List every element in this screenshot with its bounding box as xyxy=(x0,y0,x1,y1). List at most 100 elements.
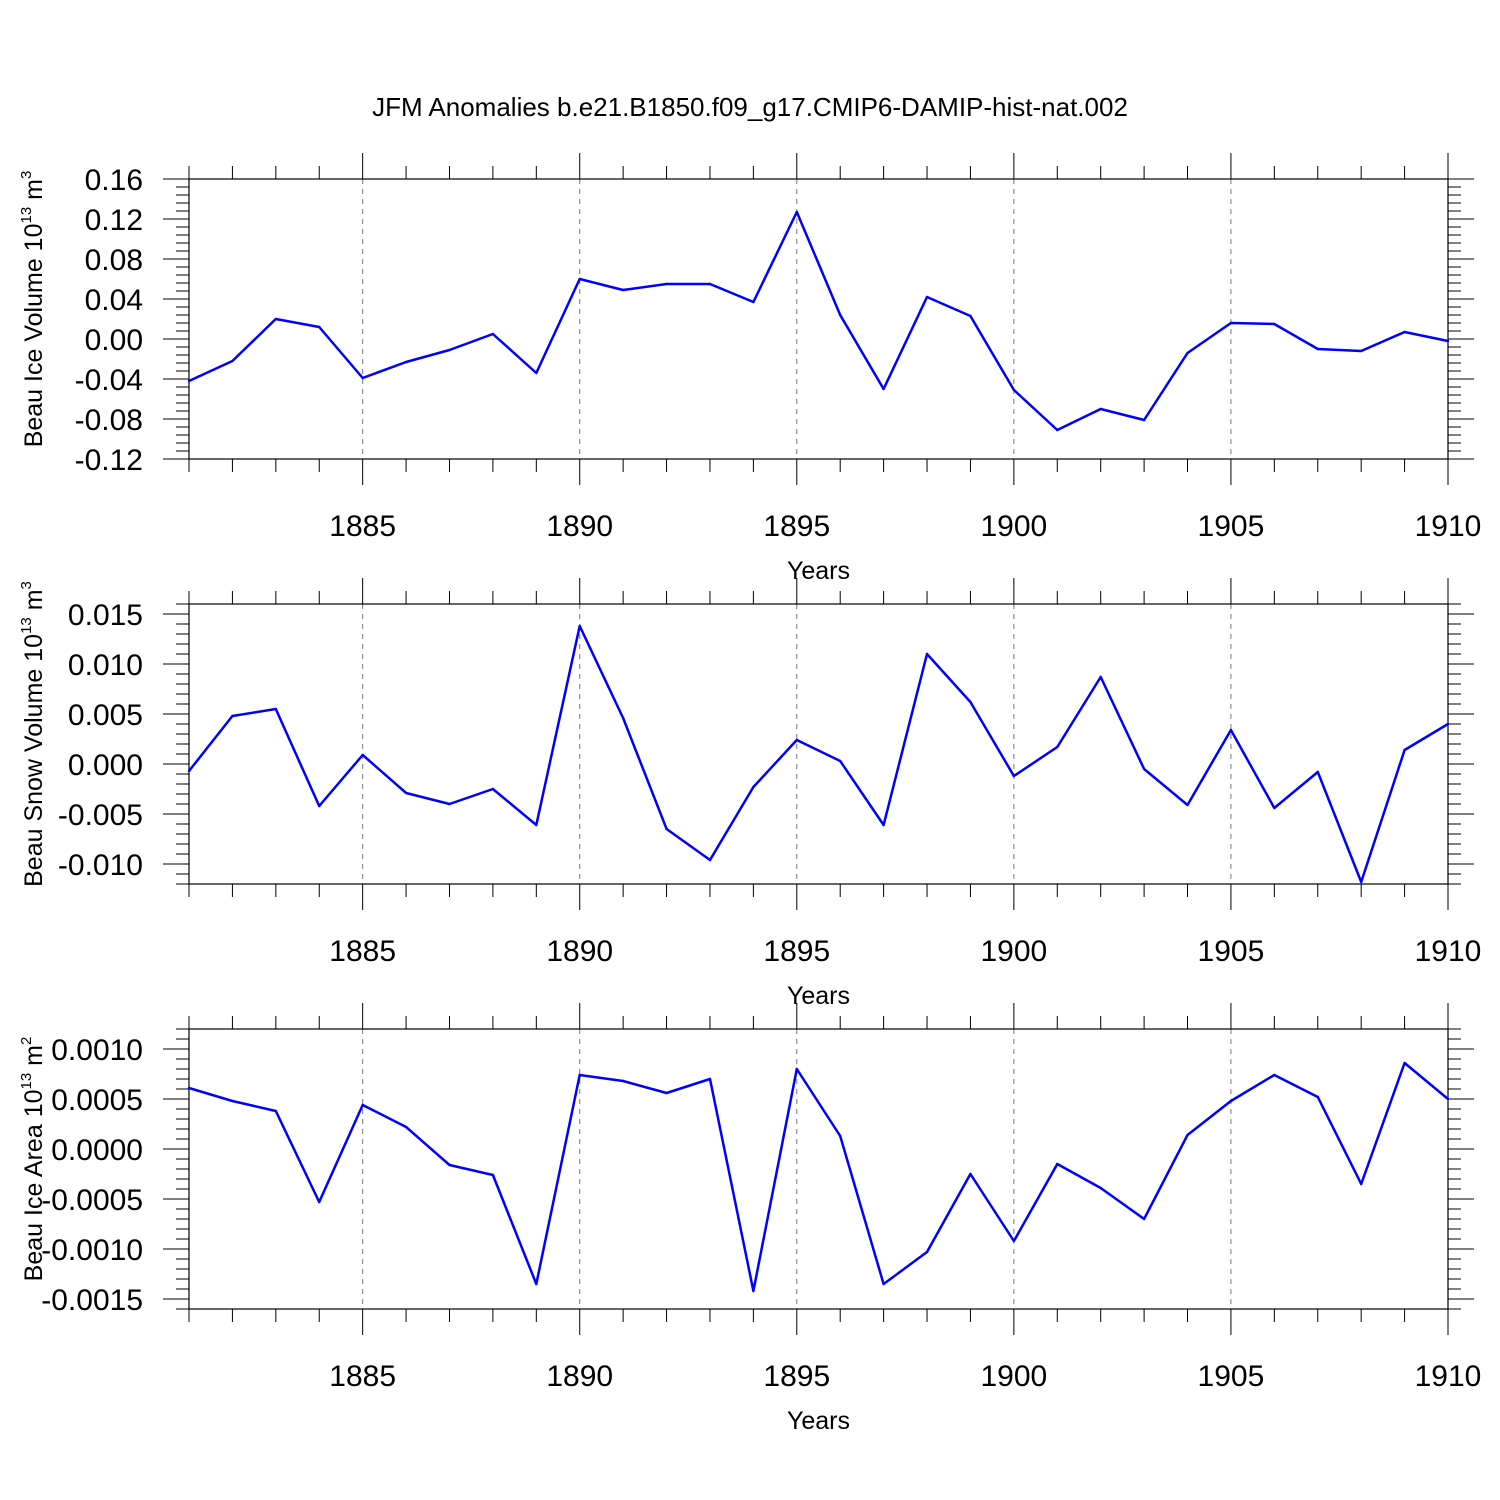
y-tick-label: 0.0010 xyxy=(51,1034,143,1067)
data-point xyxy=(274,1109,278,1113)
data-point xyxy=(1273,322,1276,326)
data-point xyxy=(1273,1073,1276,1077)
y-tick-label: 0.0005 xyxy=(51,1084,143,1117)
data-point xyxy=(1186,1133,1189,1137)
data-point xyxy=(752,300,755,304)
series-line xyxy=(188,1061,1449,1293)
y-tick-label: -0.12 xyxy=(75,444,143,477)
y-axis-label: Beau Ice Area 1013 m2 xyxy=(18,1037,48,1282)
x-tick-label: 1900 xyxy=(980,935,1047,968)
data-point xyxy=(274,707,278,711)
x-tick-label: 1910 xyxy=(1415,1360,1482,1393)
y-tick-label: 0.0000 xyxy=(51,1134,143,1167)
data-point xyxy=(578,1073,581,1077)
data-point xyxy=(187,769,191,773)
y-tick-label: -0.04 xyxy=(75,364,143,397)
x-tick-label: 1895 xyxy=(763,935,830,968)
chart-title: JFM Anomalies b.e21.B1850.f09_g17.CMIP6-… xyxy=(372,92,1128,122)
data-point xyxy=(1142,418,1146,422)
data-point xyxy=(708,282,712,286)
data-point xyxy=(795,210,798,214)
data-point xyxy=(665,827,668,831)
data-point xyxy=(752,1289,755,1293)
data-point xyxy=(1403,748,1406,752)
y-tick-label: 0.015 xyxy=(68,599,143,632)
data-point xyxy=(795,738,798,742)
data-point xyxy=(882,1282,885,1286)
series-line xyxy=(188,624,1449,884)
x-axis-label: Years xyxy=(787,1407,850,1435)
y-tick-label: 0.12 xyxy=(85,204,143,237)
data-point xyxy=(1056,428,1059,432)
data-point xyxy=(1403,1061,1406,1065)
y-tick-label: 0.04 xyxy=(85,284,143,317)
data-point xyxy=(839,313,842,317)
data-point xyxy=(404,360,408,364)
x-tick-label: 1885 xyxy=(329,510,396,543)
y-tick-label: 0.010 xyxy=(68,649,143,682)
data-point xyxy=(1359,880,1363,884)
y-tick-label: -0.0015 xyxy=(41,1284,143,1317)
data-point xyxy=(882,823,885,827)
data-point xyxy=(361,753,364,757)
x-tick-label: 1900 xyxy=(980,1360,1047,1393)
data-point xyxy=(1056,1162,1059,1166)
x-tick-label: 1910 xyxy=(1415,510,1482,543)
data-point xyxy=(752,785,755,789)
data-point xyxy=(318,1200,321,1204)
data-point xyxy=(361,1103,364,1107)
data-point xyxy=(231,714,234,718)
data-point xyxy=(665,282,668,286)
data-point xyxy=(231,1099,234,1103)
data-point xyxy=(1229,1099,1233,1103)
data-point xyxy=(795,1067,798,1071)
y-tick-label: -0.005 xyxy=(58,799,143,832)
panel-2: -0.010 -0.005 0.000 0.005 0.010 0.015 1885 1890… xyxy=(18,578,1481,1010)
data-point xyxy=(1316,770,1319,774)
data-point xyxy=(621,716,625,720)
data-point xyxy=(1012,388,1016,392)
y-tick-label: -0.010 xyxy=(58,849,143,882)
data-point xyxy=(925,1250,929,1254)
data-point xyxy=(1056,745,1059,749)
data-point xyxy=(535,1282,538,1286)
x-tick-label: 1900 xyxy=(980,510,1047,543)
data-point xyxy=(1359,1182,1363,1186)
y-tick-label: 0.08 xyxy=(85,244,143,277)
data-point xyxy=(1099,407,1102,411)
x-axis-label: Years xyxy=(787,982,850,1010)
data-point xyxy=(535,823,538,827)
plot-frame xyxy=(188,178,1449,460)
data-point xyxy=(578,277,581,281)
data-point xyxy=(448,802,451,806)
x-tick-label: 1910 xyxy=(1415,935,1482,968)
data-point xyxy=(361,376,364,380)
data-point xyxy=(1446,1097,1450,1101)
data-point xyxy=(578,624,581,628)
data-point xyxy=(1316,347,1319,351)
data-point xyxy=(187,1086,191,1090)
data-point xyxy=(318,804,321,808)
data-point xyxy=(491,1173,495,1177)
data-point xyxy=(535,371,538,375)
data-point xyxy=(1099,675,1102,679)
data-point xyxy=(839,1134,842,1138)
panel-1: -0.12 -0.08 -0.04 0.00 0.04 0.08 0.12 0.16 1885 1… xyxy=(18,153,1481,585)
x-tick-label: 1885 xyxy=(329,935,396,968)
data-point xyxy=(665,1091,668,1095)
data-point xyxy=(187,379,191,383)
data-point xyxy=(1012,774,1016,778)
data-point xyxy=(274,317,278,321)
y-tick-label: 0.00 xyxy=(85,324,143,357)
data-point xyxy=(708,1077,712,1081)
y-tick-label: -0.0010 xyxy=(41,1234,143,1267)
series-line xyxy=(188,210,1449,432)
data-point xyxy=(448,348,451,352)
data-point xyxy=(1403,330,1406,334)
plot-frame xyxy=(188,603,1449,885)
y-axis-label: Beau Ice Volume 1013 m3 xyxy=(18,171,48,448)
x-tick-label: 1905 xyxy=(1198,1360,1265,1393)
data-point xyxy=(1099,1186,1102,1190)
data-point xyxy=(969,700,972,704)
